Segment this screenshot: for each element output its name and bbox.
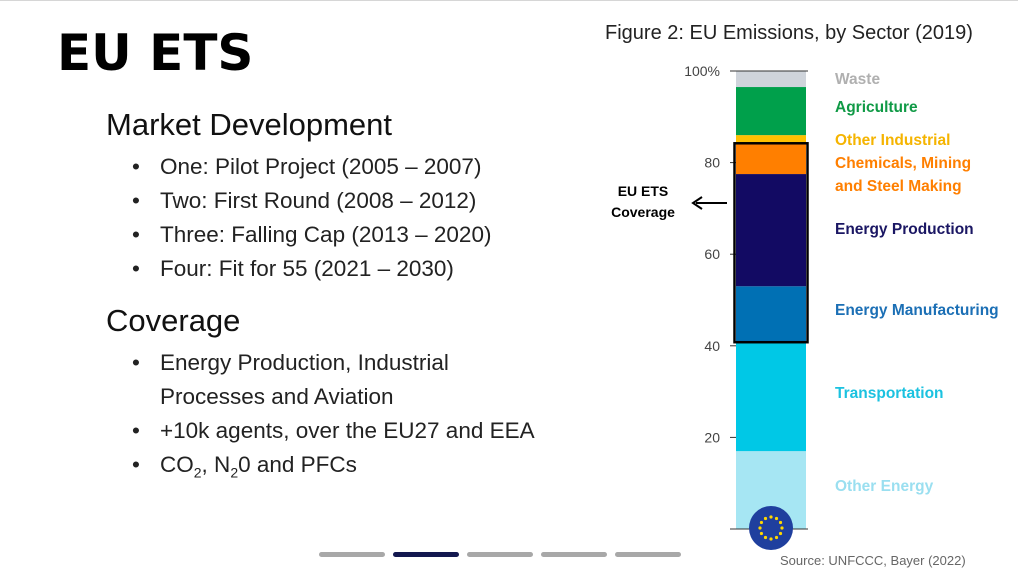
progress-segment[interactable]	[541, 552, 607, 557]
market-development-list: • One: Pilot Project (2005 – 2007) • Two: …	[132, 150, 491, 286]
eu-star-icon	[763, 535, 768, 540]
legend-label-other-energy: Other Energy	[835, 478, 934, 495]
figure-title: Figure 2: EU Emissions, by Sector (2019)	[605, 22, 973, 44]
legend-label-line: and Steel Making	[835, 178, 962, 195]
section-heading-coverage: Coverage	[106, 303, 241, 338]
eu-star-icon	[769, 515, 773, 519]
legend-label-other-industrial: Other Industrial	[835, 132, 950, 149]
bar-segment-other-industrial	[736, 135, 806, 145]
bullet-dot-icon: •	[132, 350, 140, 375]
legend-label-line: Chemicals, Mining	[835, 155, 971, 172]
y-tick-label: 60	[704, 246, 720, 262]
bullet-dot-icon: •	[132, 256, 140, 281]
progress-segment[interactable]	[615, 552, 681, 557]
y-tick-label: 40	[704, 338, 720, 354]
y-tick-label: 100%	[684, 63, 720, 79]
progress-segment[interactable]	[319, 552, 385, 557]
bullet-text: Four: Fit for 55 (2021 – 2030)	[160, 256, 454, 281]
arrow-head-icon	[691, 196, 703, 210]
legend-label-agriculture: Agriculture	[835, 99, 918, 116]
list-item: • Three: Falling Cap (2013 – 2020)	[132, 218, 491, 252]
y-tick-label: 80	[704, 155, 720, 171]
bullet-text: +10k agents, over the EU27 and EEA	[160, 418, 535, 443]
eu-star-icon	[759, 520, 764, 525]
coverage-list: • Energy Production, Industrial Processes …	[132, 346, 535, 490]
eu-flag-icon	[749, 506, 793, 550]
bullet-text: Three: Falling Cap (2013 – 2020)	[160, 222, 492, 247]
list-item: • Two: First Round (2008 – 2012)	[132, 184, 491, 218]
bar-segment-chemicals-mining-and-steel-making	[736, 144, 806, 175]
source-note: Source: UNFCCC, Bayer (2022)	[780, 553, 966, 568]
list-item: • +10k agents, over the EU27 and EEA	[132, 414, 535, 448]
bar-segment-transportation	[736, 341, 806, 452]
bullet-dot-icon: •	[132, 418, 140, 443]
legend-label-energy-production: Energy Production	[835, 221, 974, 238]
section-heading-market-development: Market Development	[106, 107, 393, 142]
bullet-dot-icon: •	[132, 222, 140, 247]
bullet-text-continuation: Processes and Aviation	[160, 384, 394, 409]
bar-segment-energy-manufacturing	[736, 286, 806, 342]
list-item: • Four: Fit for 55 (2021 – 2030)	[132, 252, 491, 286]
bullet-text: Energy Production, Industrial	[160, 350, 449, 375]
legend-label-waste: Waste	[835, 71, 880, 88]
legend-label-transportation: Transportation	[835, 385, 944, 402]
eu-star-icon	[778, 531, 783, 536]
bullet-dot-icon: •	[132, 452, 140, 477]
eu-star-icon	[774, 535, 779, 540]
list-item: • One: Pilot Project (2005 – 2007)	[132, 150, 491, 184]
list-item: • CO2, N20 and PFCs	[132, 448, 535, 490]
ets-coverage-box	[733, 142, 809, 344]
progress-segment-active[interactable]	[393, 552, 459, 557]
list-item: • Energy Production, Industrial Processes …	[132, 346, 535, 414]
y-tick-label: 20	[704, 429, 720, 445]
bar-segment-agriculture	[736, 87, 806, 136]
top-divider	[0, 0, 1018, 1]
eu-star-icon	[769, 537, 773, 541]
bullet-dot-icon: •	[132, 154, 140, 179]
slide-title: EU ETS	[57, 24, 254, 82]
eu-star-icon	[759, 531, 764, 536]
bullet-text: Two: First Round (2008 – 2012)	[160, 188, 477, 213]
progress-segment[interactable]	[467, 552, 533, 557]
bullet-dot-icon: •	[132, 188, 140, 213]
bar-segment-energy-production	[736, 174, 806, 287]
eu-star-icon	[780, 526, 784, 530]
eu-star-icon	[763, 516, 768, 521]
bar-segment-waste	[736, 71, 806, 88]
eu-star-icon	[778, 520, 783, 525]
legend-label-energy-manufacturing: Energy Manufacturing	[835, 302, 999, 319]
eu-star-icon	[758, 526, 762, 530]
legend-label-chemicals-mining-and-steel-making: Chemicals, Mining and Steel Making	[835, 155, 971, 195]
ets-coverage-label: EU ETS Coverage	[611, 183, 675, 220]
eu-star-icon	[774, 516, 779, 521]
gas-bullet-text: CO2, N20 and PFCs	[160, 452, 357, 481]
bullet-text: One: Pilot Project (2005 – 2007)	[160, 154, 482, 179]
